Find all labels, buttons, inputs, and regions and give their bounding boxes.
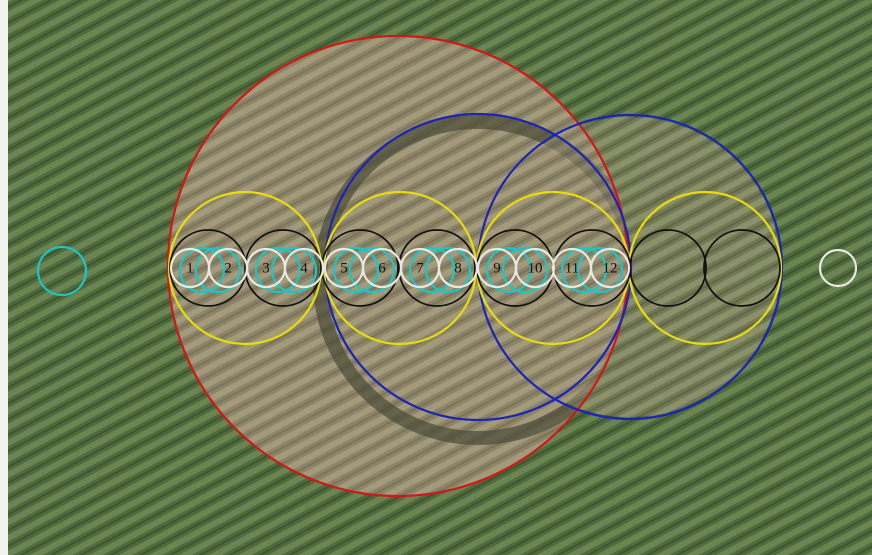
- black-circle: [703, 229, 781, 307]
- white-circle: [818, 248, 858, 288]
- circle-number: 2: [224, 260, 232, 276]
- circle-number: 12: [603, 260, 618, 276]
- cyan-circle: [408, 246, 456, 294]
- cyan-circle: [194, 246, 242, 294]
- circle-number: 11: [565, 260, 579, 276]
- cyan-circle: [254, 246, 302, 294]
- black-circle: [244, 229, 322, 307]
- cyan-circle: [424, 246, 472, 294]
- cyan-circle: [501, 246, 549, 294]
- circle-number: 4: [300, 260, 308, 276]
- cyan-circle: [36, 245, 88, 297]
- circle-number: 1: [186, 260, 194, 276]
- circle-number: 7: [416, 260, 424, 276]
- cyan-circle: [485, 246, 533, 294]
- circle-number: 8: [454, 260, 462, 276]
- circle-number: 9: [493, 260, 501, 276]
- cyan-circle: [332, 246, 380, 294]
- cyan-circle: [270, 246, 318, 294]
- cyan-circle: [576, 246, 624, 294]
- cyan-circle: [178, 246, 226, 294]
- cyan-circle: [560, 246, 608, 294]
- circle-number: 3: [262, 260, 270, 276]
- black-circle: [398, 229, 476, 307]
- circle-number: 6: [378, 260, 386, 276]
- cyan-circle: [348, 246, 396, 294]
- circle-overlay: 1 2 3 4 5 6 7 8 9 10 11 12: [36, 34, 858, 498]
- circle-number: 5: [340, 260, 348, 276]
- circle-number: 10: [528, 260, 543, 276]
- white-circle: [589, 247, 631, 289]
- white-circle: [283, 247, 325, 289]
